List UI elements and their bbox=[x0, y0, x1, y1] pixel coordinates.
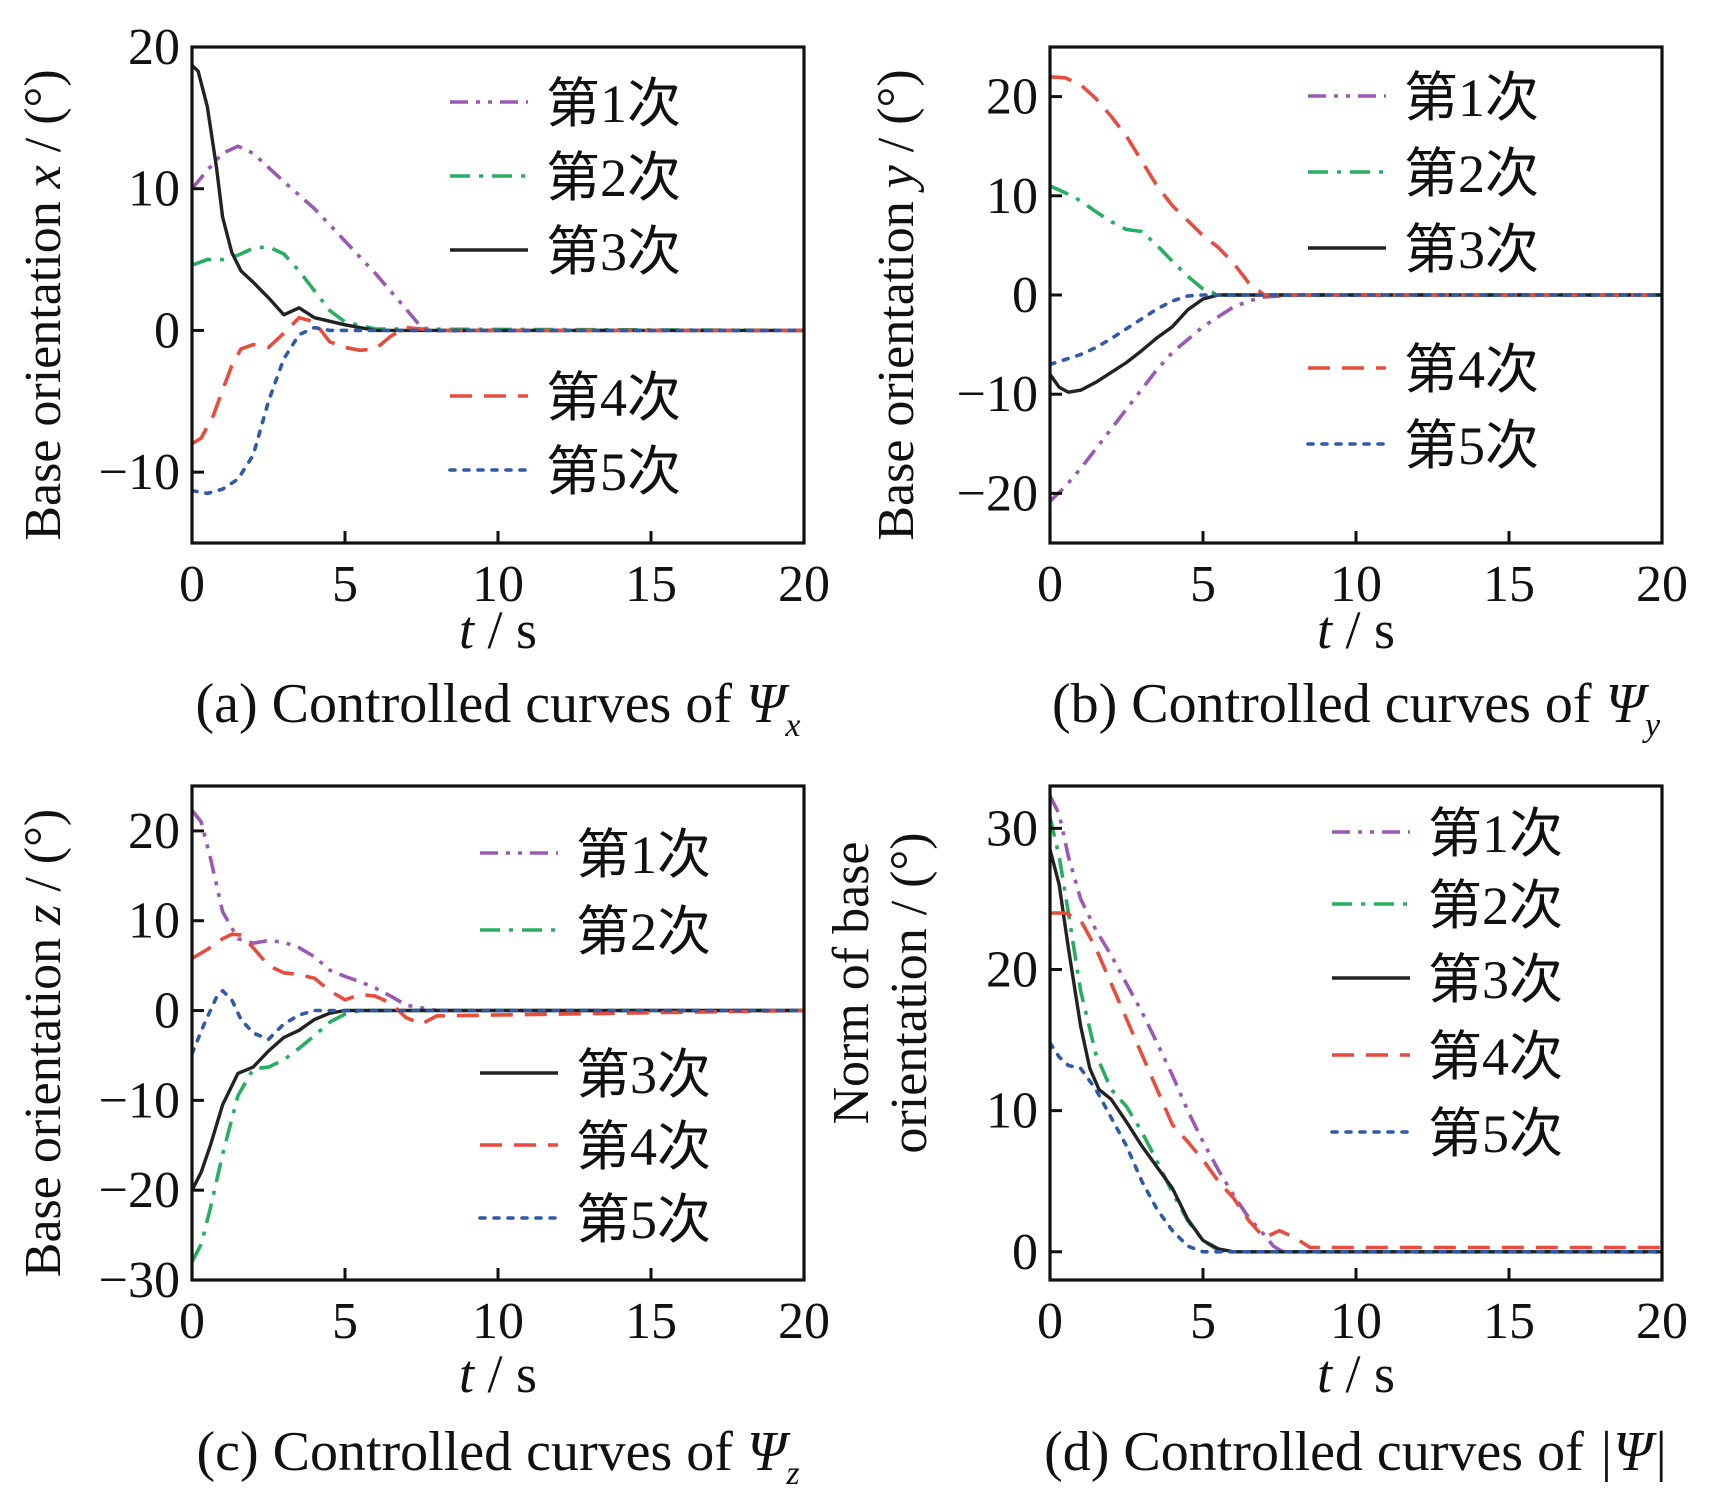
x-tick-label: 10 bbox=[472, 556, 524, 613]
series-line-2 bbox=[192, 1008, 804, 1263]
legend-label-5: 第5次 bbox=[1428, 1104, 1563, 1164]
x-tick-label: 15 bbox=[625, 556, 677, 613]
x-tick-label: 5 bbox=[1190, 1293, 1216, 1350]
y-tick-label: 10 bbox=[986, 168, 1038, 225]
plot-frame bbox=[1048, 784, 1664, 1282]
x-tick-label: 5 bbox=[332, 556, 358, 613]
legend-label-5: 第5次 bbox=[1404, 416, 1539, 476]
y-axis-label: Base orientation y / (°) bbox=[868, 69, 925, 540]
chart-panel-3: 0 5 10 15 20 −30 −20 −10 0 10 20 t / s Base orientat… bbox=[15, 784, 830, 1492]
series-line-3 bbox=[192, 1008, 804, 1191]
x-tick-label: 15 bbox=[1483, 556, 1535, 613]
x-tick-label: 10 bbox=[472, 1293, 524, 1350]
y-tick-label: 20 bbox=[986, 69, 1038, 126]
y-tick-label: 10 bbox=[986, 1083, 1038, 1140]
legend-label-3: 第3次 bbox=[1404, 220, 1539, 280]
series-line-5 bbox=[1050, 1041, 1662, 1254]
panel-caption: (a) Controlled curves of Ψx bbox=[196, 673, 801, 744]
legend-label-1: 第1次 bbox=[1428, 804, 1563, 864]
series-line-1 bbox=[1050, 293, 1662, 503]
y-tick-label: 20 bbox=[128, 19, 180, 76]
legend-label-2: 第2次 bbox=[546, 148, 681, 208]
series-line-3 bbox=[192, 64, 804, 333]
x-tick-label: 5 bbox=[1190, 556, 1216, 613]
legend-label-4: 第4次 bbox=[1428, 1027, 1563, 1087]
x-tick-label: 20 bbox=[1636, 1293, 1688, 1350]
panel-caption: (b) Controlled curves of Ψy bbox=[1052, 673, 1661, 744]
y-tick-label: 10 bbox=[128, 893, 180, 950]
y-axis-label-line1: Norm of base bbox=[823, 841, 880, 1124]
series-line-2 bbox=[1050, 816, 1662, 1254]
panel-caption: (d) Controlled curves of |Ψ| bbox=[1044, 1421, 1668, 1483]
x-tick-label: 20 bbox=[778, 1293, 830, 1350]
y-axis-label: Base orientation z / (°) bbox=[15, 809, 72, 1277]
legend-label-4: 第4次 bbox=[576, 1117, 711, 1177]
plot-frame bbox=[190, 784, 806, 1282]
legend-label-2: 第2次 bbox=[576, 902, 711, 962]
panel-caption: (c) Controlled curves of Ψz bbox=[196, 1421, 799, 1492]
x-tick-label: 15 bbox=[625, 1293, 677, 1350]
series-line-1 bbox=[1050, 795, 1662, 1254]
y-tick-label: 0 bbox=[1012, 1224, 1038, 1281]
y-tick-label: −30 bbox=[99, 1252, 180, 1309]
y-axis-label: Base orientation x / (°) bbox=[15, 69, 72, 540]
y-tick-label: −20 bbox=[99, 1162, 180, 1219]
series-line-1 bbox=[192, 144, 804, 333]
legend-label-3: 第3次 bbox=[1428, 950, 1563, 1010]
series-line-3 bbox=[1050, 849, 1662, 1254]
series-line-5 bbox=[192, 989, 804, 1056]
legend-label-1: 第1次 bbox=[546, 74, 681, 134]
legend-label-4: 第4次 bbox=[546, 368, 681, 428]
series-line-4 bbox=[1050, 911, 1662, 1250]
legend-label-1: 第1次 bbox=[1404, 68, 1539, 128]
x-axis-label: t / s bbox=[459, 600, 537, 660]
y-tick-label: 30 bbox=[986, 800, 1038, 857]
legend-label-2: 第2次 bbox=[1404, 144, 1539, 204]
x-tick-label: 5 bbox=[332, 1293, 358, 1350]
x-tick-label: 0 bbox=[179, 1293, 205, 1350]
legend-label-5: 第5次 bbox=[576, 1190, 711, 1250]
x-tick-label: 0 bbox=[1037, 556, 1063, 613]
x-tick-label: 10 bbox=[1330, 1293, 1382, 1350]
legend-label-1: 第1次 bbox=[576, 825, 711, 885]
y-tick-label: −20 bbox=[957, 465, 1038, 522]
x-tick-label: 0 bbox=[1037, 1293, 1063, 1350]
series-line-3 bbox=[1050, 293, 1662, 394]
x-axis-label: t / s bbox=[459, 1344, 537, 1404]
legend-label-3: 第3次 bbox=[576, 1045, 711, 1105]
y-tick-label: −10 bbox=[99, 1072, 180, 1129]
chart-panel-4: 0 5 10 15 20 0 10 20 30 t / s Norm of base orientat… bbox=[823, 784, 1688, 1483]
y-tick-label: 20 bbox=[986, 941, 1038, 998]
y-tick-label: 0 bbox=[154, 302, 180, 359]
series-line-4 bbox=[1050, 75, 1662, 297]
legend-label-3: 第3次 bbox=[546, 222, 681, 282]
y-tick-label: −10 bbox=[957, 366, 1038, 423]
x-axis-label: t / s bbox=[1317, 600, 1395, 660]
x-tick-label: 0 bbox=[179, 556, 205, 613]
x-tick-label: 15 bbox=[1483, 1293, 1535, 1350]
series-line-5 bbox=[1050, 293, 1662, 367]
chart-panel-1: 0 5 10 15 20 −10 0 10 20 t / s Base orientation x … bbox=[15, 19, 830, 744]
series-line-2 bbox=[1050, 184, 1662, 297]
series-line-1 bbox=[192, 809, 804, 1013]
y-tick-label: 0 bbox=[1012, 267, 1038, 324]
x-tick-label: 20 bbox=[778, 556, 830, 613]
legend-label-4: 第4次 bbox=[1404, 340, 1539, 400]
x-tick-label: 10 bbox=[1330, 556, 1382, 613]
y-tick-label: 10 bbox=[128, 161, 180, 218]
y-axis-label-line2: orientation / (°) bbox=[881, 832, 938, 1153]
y-tick-label: 20 bbox=[128, 803, 180, 860]
series-line-2 bbox=[192, 245, 804, 333]
legend-label-2: 第2次 bbox=[1428, 876, 1563, 936]
series-line-5 bbox=[192, 325, 804, 496]
y-tick-label: −10 bbox=[99, 444, 180, 501]
x-tick-label: 20 bbox=[1636, 556, 1688, 613]
series-line-4 bbox=[192, 315, 804, 446]
chart-panel-2: 0 5 10 15 20 −20 −10 0 10 20 t / s Base orientation… bbox=[868, 45, 1688, 744]
y-tick-label: 0 bbox=[154, 983, 180, 1040]
legend-label-5: 第5次 bbox=[546, 442, 681, 502]
x-axis-label: t / s bbox=[1317, 1344, 1395, 1404]
series-line-4 bbox=[192, 932, 804, 1026]
